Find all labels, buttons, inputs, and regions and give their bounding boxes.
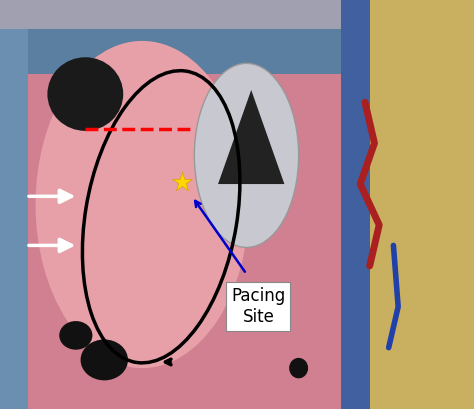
Ellipse shape <box>59 321 92 350</box>
FancyBboxPatch shape <box>341 0 474 409</box>
FancyBboxPatch shape <box>0 0 341 74</box>
FancyBboxPatch shape <box>341 0 370 409</box>
Ellipse shape <box>194 63 299 247</box>
FancyBboxPatch shape <box>0 0 28 409</box>
FancyBboxPatch shape <box>0 0 341 29</box>
Ellipse shape <box>47 57 123 131</box>
Ellipse shape <box>36 41 249 368</box>
FancyBboxPatch shape <box>0 0 341 409</box>
Text: Pacing
Site: Pacing Site <box>231 288 285 326</box>
Ellipse shape <box>81 339 128 380</box>
Ellipse shape <box>289 358 308 378</box>
Polygon shape <box>218 90 284 184</box>
Point <box>179 179 186 185</box>
